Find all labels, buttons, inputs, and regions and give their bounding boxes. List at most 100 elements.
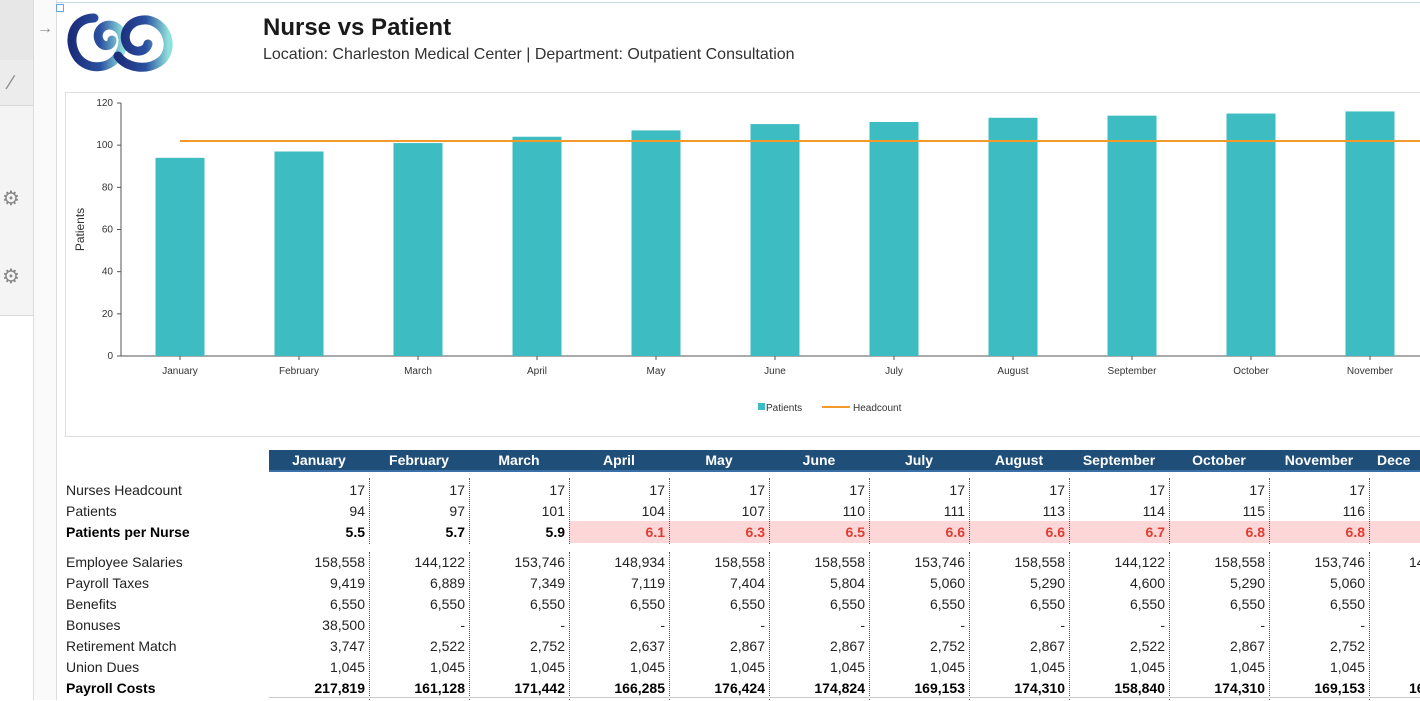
column-divider bbox=[669, 552, 670, 700]
left-toolbar: ∕ ⚙ ⚙ bbox=[0, 0, 34, 701]
column-divider bbox=[1069, 478, 1070, 544]
table-cell: 1,045 bbox=[929, 659, 965, 675]
table-cell: 158,840 bbox=[1114, 680, 1165, 696]
table-cell: 158,558 bbox=[814, 554, 865, 570]
row-label: Payroll Costs bbox=[66, 680, 156, 696]
y-axis-title: Patients bbox=[73, 208, 87, 251]
month-header-august: August bbox=[969, 450, 1069, 470]
column-divider bbox=[1269, 552, 1270, 700]
table-cell: 217,819 bbox=[314, 680, 365, 696]
x-tick-label: April bbox=[527, 366, 547, 377]
toolbar-collapse-section[interactable]: ∕ bbox=[0, 60, 33, 106]
bar-july bbox=[869, 121, 919, 356]
table-cell: 4,600 bbox=[1129, 575, 1165, 591]
table-cell: 153,746 bbox=[914, 554, 965, 570]
table-cell: 3,747 bbox=[329, 638, 365, 654]
x-tick-label: October bbox=[1233, 366, 1269, 377]
chevron-icon[interactable]: ∕ bbox=[9, 72, 13, 94]
table-cell: 17 bbox=[649, 482, 665, 498]
table-cell: 17 bbox=[749, 482, 765, 498]
table-cell: 2,752 bbox=[1329, 638, 1365, 654]
warning-highlight-band bbox=[569, 521, 1420, 543]
table-cell: 6.8 bbox=[1245, 524, 1265, 540]
bar-august bbox=[988, 117, 1038, 356]
y-tick-label: 40 bbox=[102, 267, 114, 278]
row-label: Patients per Nurse bbox=[66, 524, 190, 540]
row-label: Employee Salaries bbox=[66, 554, 183, 570]
table-cell: 6.8 bbox=[1345, 524, 1365, 540]
table-cell: 101 bbox=[541, 503, 565, 519]
table-cell: - bbox=[960, 617, 965, 633]
y-tick-label: 0 bbox=[107, 351, 113, 362]
table-cell: 6,550 bbox=[329, 596, 365, 612]
table-cell: 6,550 bbox=[1029, 596, 1065, 612]
month-header-october: October bbox=[1169, 450, 1269, 470]
toolbar-top-section bbox=[0, 0, 33, 60]
table-cell: 114 bbox=[1142, 503, 1165, 519]
arrow-right-icon[interactable]: → bbox=[37, 20, 53, 37]
column-divider bbox=[869, 478, 870, 544]
row-label: Bonuses bbox=[66, 617, 121, 633]
table-cell: 2,522 bbox=[1129, 638, 1165, 654]
table-cell: 16 bbox=[1409, 680, 1420, 696]
table-cell: 158,558 bbox=[714, 554, 765, 570]
y-tick-label: 120 bbox=[96, 98, 113, 109]
column-divider bbox=[469, 552, 470, 700]
total-separator bbox=[269, 697, 1420, 698]
table-cell: 144,122 bbox=[414, 554, 465, 570]
table-cell: 6,550 bbox=[829, 596, 865, 612]
month-header-april: April bbox=[569, 450, 669, 470]
table-cell: 7,349 bbox=[529, 575, 565, 591]
table-cell: 17 bbox=[549, 482, 565, 498]
table-cell: 38,500 bbox=[322, 617, 365, 633]
table-cell: 110 bbox=[842, 503, 865, 519]
selection-handle[interactable] bbox=[56, 4, 64, 12]
x-tick-label: August bbox=[997, 366, 1028, 377]
table-cell: 9,419 bbox=[329, 575, 365, 591]
table-cell: 1,045 bbox=[1229, 659, 1265, 675]
column-divider bbox=[369, 552, 370, 700]
column-divider bbox=[569, 478, 570, 544]
gear-icon-2[interactable]: ⚙ bbox=[2, 266, 20, 288]
column-divider bbox=[1169, 478, 1170, 544]
table-cell: - bbox=[560, 617, 565, 633]
bar-may bbox=[631, 130, 681, 356]
table-cell: 1,045 bbox=[429, 659, 465, 675]
table-cell: 174,824 bbox=[814, 680, 865, 696]
x-tick-label: May bbox=[647, 366, 666, 377]
x-tick-label: July bbox=[885, 366, 903, 377]
table-cell: 97 bbox=[449, 503, 465, 519]
table-cell: 5,060 bbox=[929, 575, 965, 591]
table-cell: 6.7 bbox=[1145, 524, 1165, 540]
bar-september bbox=[1107, 115, 1157, 357]
table-cell: 6.6 bbox=[945, 524, 965, 540]
x-tick-label: January bbox=[162, 366, 198, 377]
bar-june bbox=[750, 124, 800, 356]
column-divider bbox=[969, 478, 970, 544]
table-cell: 2,637 bbox=[629, 638, 665, 654]
bar-october bbox=[1226, 113, 1276, 357]
bar-april bbox=[512, 136, 562, 356]
table-cell: 113 bbox=[1042, 503, 1065, 519]
table-cell: 171,442 bbox=[514, 680, 565, 696]
table-cell: 1,045 bbox=[1329, 659, 1365, 675]
gear-icon[interactable]: ⚙ bbox=[2, 188, 20, 210]
y-tick-label: 100 bbox=[96, 140, 113, 151]
column-divider bbox=[969, 552, 970, 700]
column-divider bbox=[1369, 478, 1370, 544]
row-label: Nurses Headcount bbox=[66, 482, 182, 498]
table-cell: 169,153 bbox=[914, 680, 965, 696]
table-cell: 104 bbox=[641, 503, 665, 519]
page-subtitle: Location: Charleston Medical Center | De… bbox=[263, 46, 795, 63]
legend-headcount-label: Headcount bbox=[853, 403, 902, 414]
company-logo bbox=[67, 13, 173, 72]
table-cell: 111 bbox=[943, 503, 965, 519]
row-gutter: → bbox=[34, 0, 64, 700]
table-cell: 1,045 bbox=[1129, 659, 1165, 675]
legend-patients-swatch bbox=[758, 403, 765, 410]
table-cell: 2,522 bbox=[429, 638, 465, 654]
table-cell: 6,550 bbox=[529, 596, 565, 612]
header-underline bbox=[269, 470, 1420, 472]
column-divider bbox=[369, 478, 370, 544]
top-border bbox=[56, 2, 1420, 3]
